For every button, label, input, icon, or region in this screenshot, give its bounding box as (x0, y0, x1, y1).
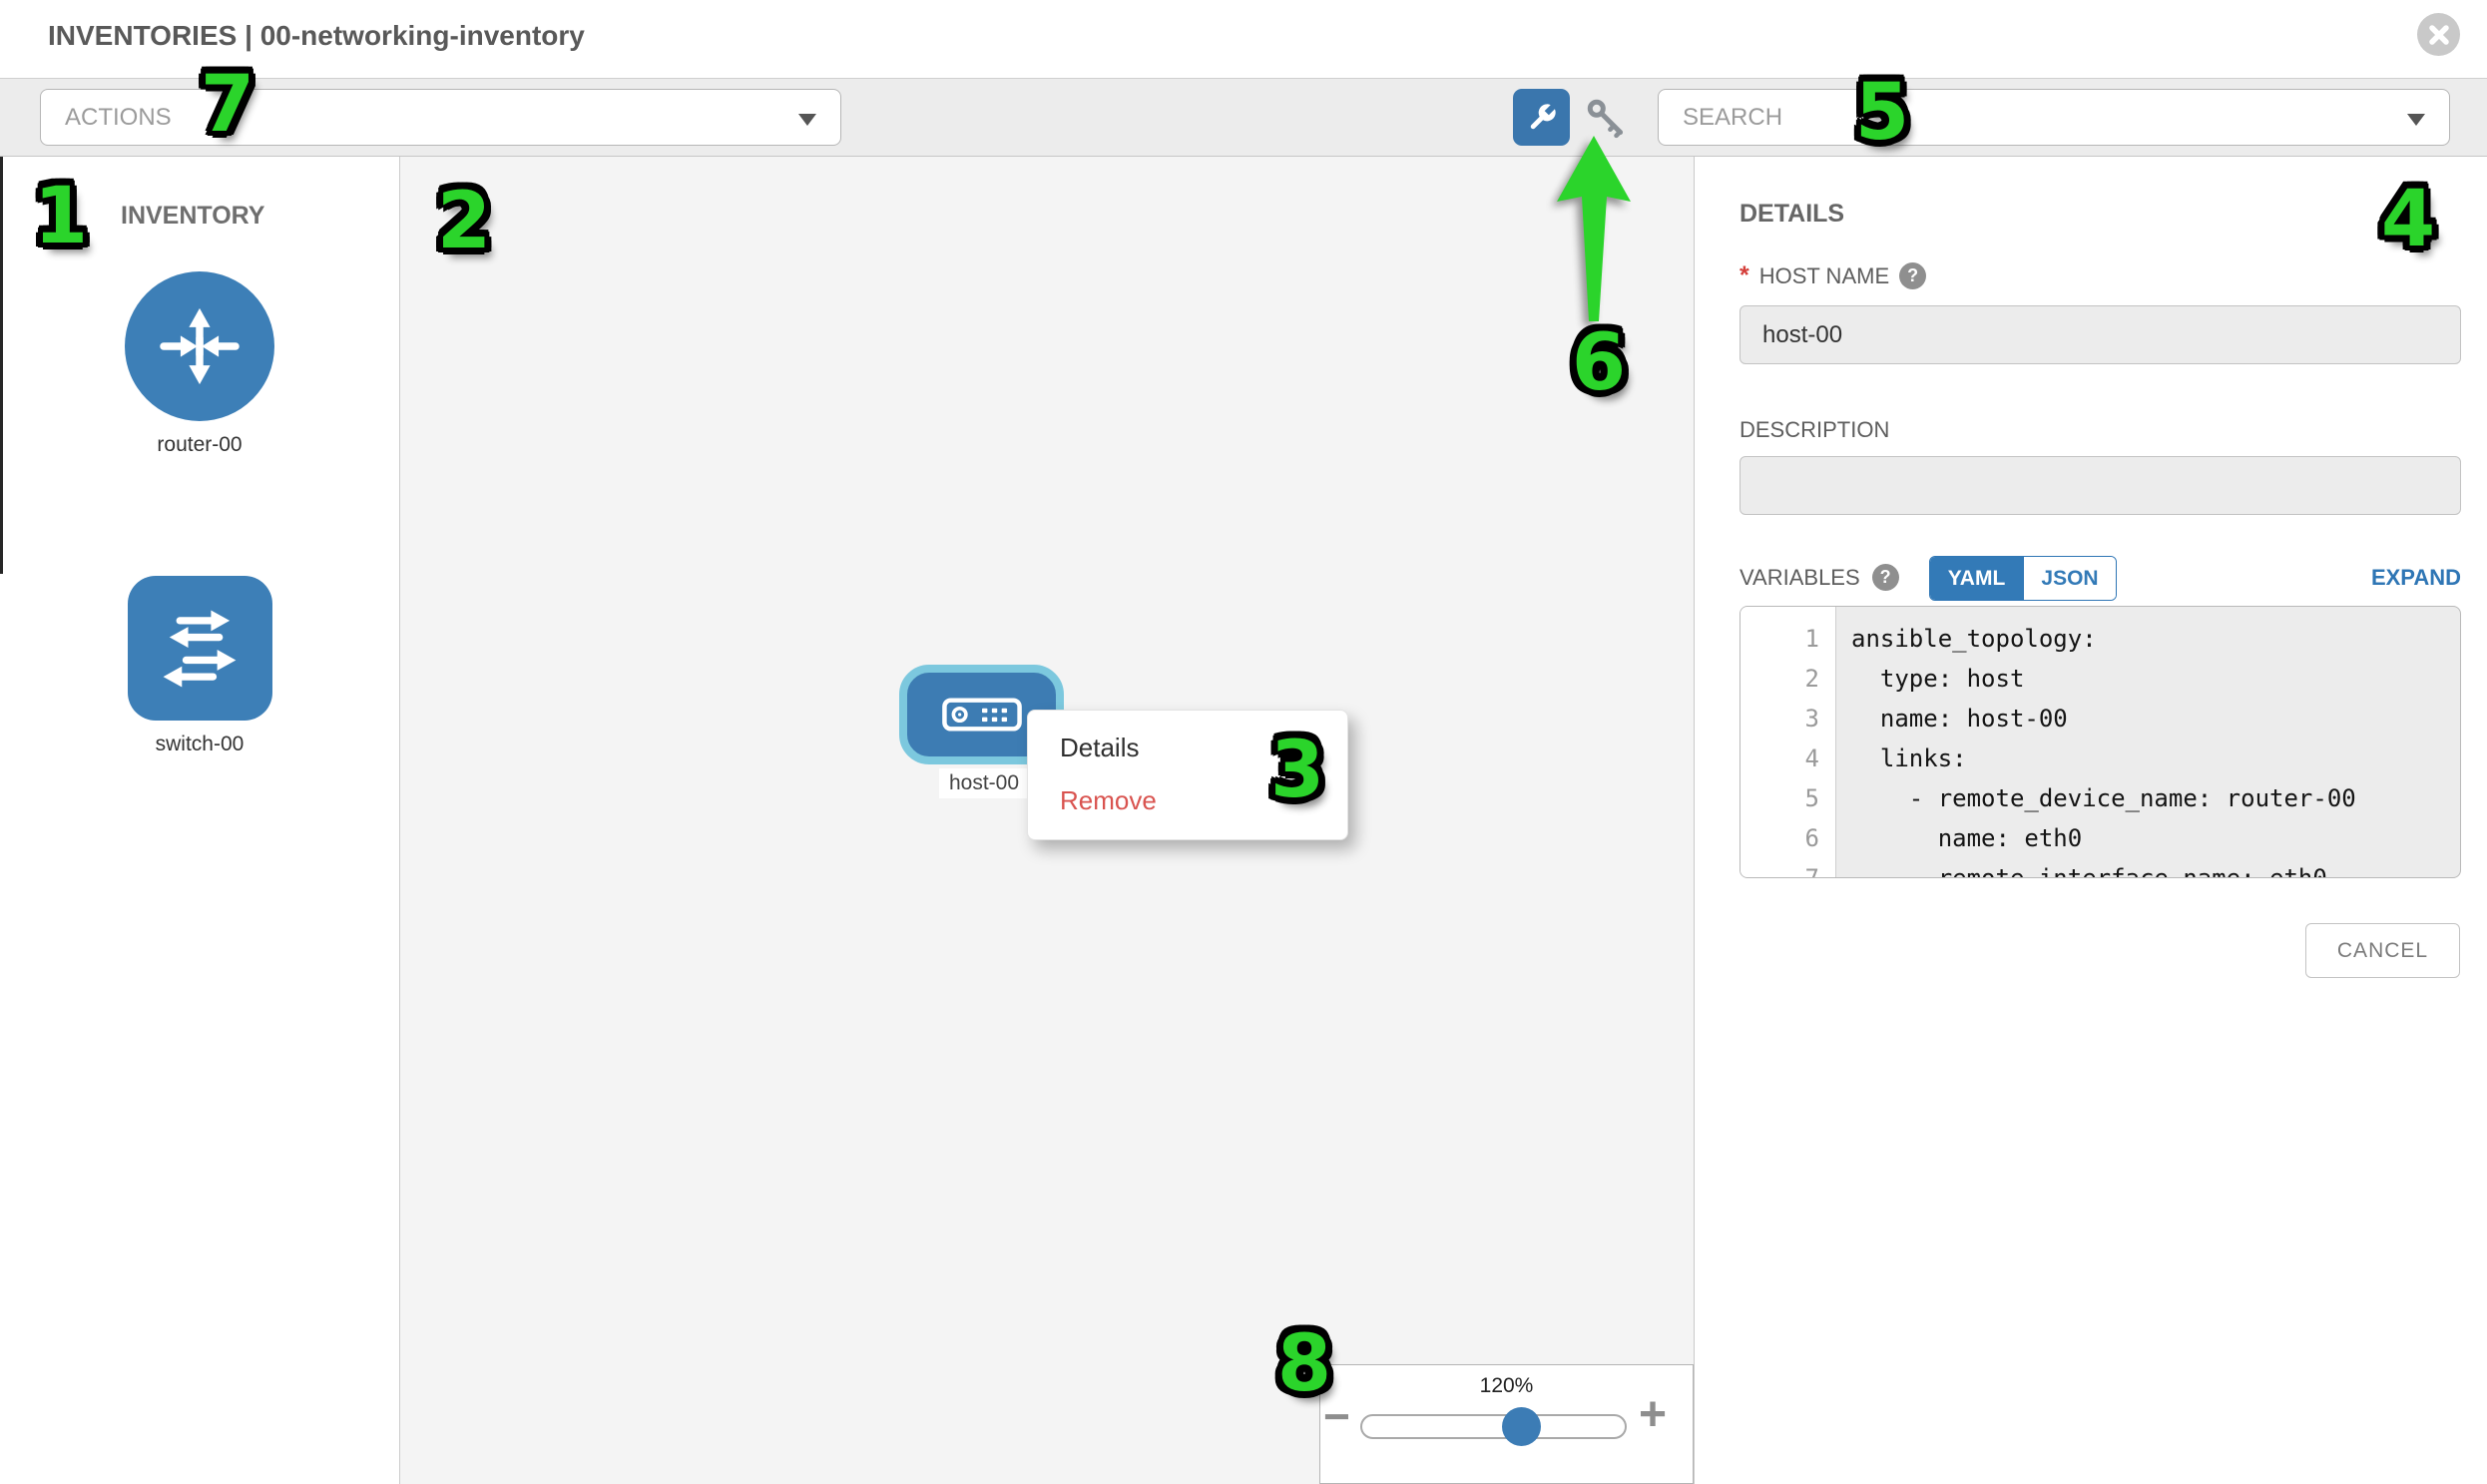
description-field[interactable] (1740, 456, 2461, 515)
actions-dropdown-label: ACTIONS (65, 103, 172, 131)
editor-code-line: type: host (1851, 665, 2025, 693)
editor-line-number: 3 (1804, 705, 1819, 733)
context-menu-item-details[interactable]: Details (1060, 733, 1140, 762)
editor-code-line: name: eth0 (1851, 824, 2083, 852)
editor-code-line: - remote_device_name: router-00 (1851, 784, 2356, 812)
chevron-down-icon (798, 114, 816, 126)
search-dropdown[interactable]: SEARCH (1658, 89, 2450, 146)
close-button[interactable] (2417, 13, 2460, 56)
editor-code-line: ansible_topology: (1851, 625, 2097, 653)
editor-line-number: 2 (1804, 665, 1819, 693)
configure-button[interactable] (1513, 89, 1570, 146)
inventory-panel-title: INVENTORY (121, 202, 265, 230)
variables-label-row: VARIABLES ? (1740, 564, 1899, 591)
chevron-down-icon (2407, 114, 2425, 126)
cancel-button[interactable]: CANCEL (2305, 923, 2460, 978)
expand-link[interactable]: EXPAND (2370, 565, 2461, 590)
description-label: DESCRIPTION (1740, 417, 1890, 442)
editor-gutter: 1 2 3 4 5 6 7 (1741, 607, 1836, 878)
credentials-button[interactable] (1583, 95, 1629, 141)
drawer-edge (0, 157, 3, 574)
search-dropdown-label: SEARCH (1683, 103, 1783, 131)
host-name-label: HOST NAME (1758, 262, 1890, 288)
zoom-slider-track[interactable] (1360, 1414, 1627, 1439)
help-icon[interactable]: ? (1899, 262, 1927, 289)
page-header: INVENTORIES | 00-networking-inventory (0, 0, 2487, 79)
host-name-field[interactable] (1740, 305, 2461, 364)
editor-line-number: 4 (1804, 744, 1819, 772)
zoom-slider-thumb[interactable] (1502, 1407, 1541, 1446)
close-icon (2428, 24, 2449, 45)
palette-device-label: switch-00 (155, 733, 245, 755)
host-icon (941, 698, 1022, 732)
switch-icon (163, 610, 236, 687)
wrench-icon (1530, 103, 1556, 129)
editor-line-number: 7 (1804, 864, 1819, 878)
palette-device-label: router-00 (157, 433, 243, 456)
variables-editor[interactable]: 1 2 3 4 5 6 7 ansible_topology: type: host nam… (1740, 606, 2461, 878)
editor-code-line: links: (1851, 744, 1967, 772)
help-icon[interactable]: ? (1871, 564, 1899, 591)
editor-code: ansible_topology: type: host name: host-… (1837, 607, 2460, 878)
variables-label: VARIABLES (1740, 564, 1860, 590)
zoom-level: 120% (1479, 1374, 1534, 1397)
context-menu-item-remove[interactable]: Remove (1060, 785, 1157, 815)
required-asterisk: * (1740, 261, 1749, 289)
editor-code-line: name: host-00 (1851, 705, 2068, 733)
actions-dropdown[interactable]: ACTIONS (40, 89, 841, 146)
details-title: DETAILS (1740, 200, 1845, 228)
editor-line-number: 6 (1804, 824, 1819, 852)
editor-line-number: 5 (1804, 784, 1819, 812)
editor-line-number: 1 (1804, 625, 1819, 653)
variables-format-toggle: YAML JSON (1929, 556, 2117, 601)
toggle-yaml[interactable]: YAML (1930, 557, 2023, 600)
node-context-menu: Details Remove (1027, 710, 1348, 840)
zoom-in-button[interactable]: + (1639, 1388, 1668, 1441)
palette-device-router[interactable] (125, 271, 274, 421)
zoom-out-button[interactable]: − (1323, 1390, 1350, 1442)
page-title: INVENTORIES | 00-networking-inventory (48, 20, 585, 51)
palette-device-switch[interactable] (128, 576, 272, 721)
node-label: host-00 (939, 768, 1029, 798)
editor-code-line: remote_interface_name: eth0 (1851, 864, 2327, 878)
host-name-label-row: * HOST NAME ? (1740, 261, 1927, 290)
toggle-json[interactable]: JSON (2023, 557, 2116, 600)
router-icon (160, 307, 240, 385)
key-icon (1587, 99, 1624, 139)
